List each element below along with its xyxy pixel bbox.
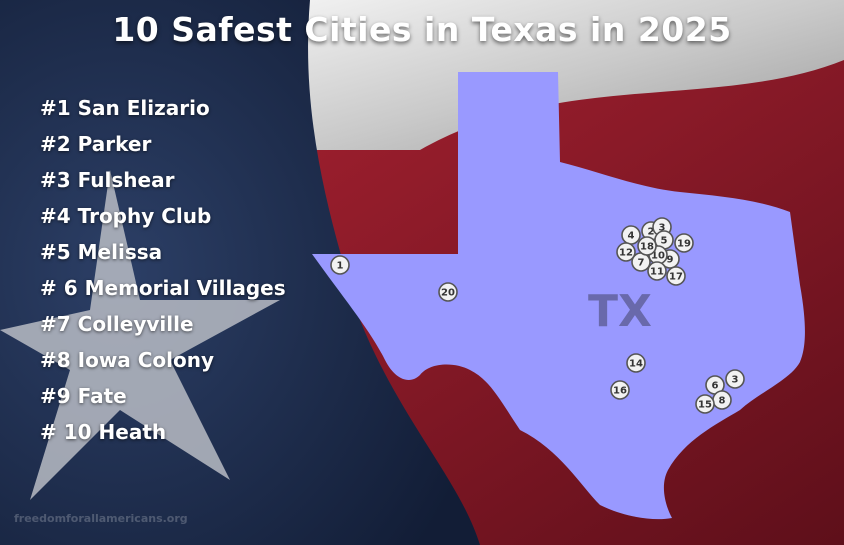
- marker-number: 5: [661, 236, 668, 247]
- ranking-item: #8 Iowa Colony: [40, 348, 215, 372]
- ranking-item: #2 Parker: [40, 132, 152, 156]
- marker-number: 2: [648, 227, 655, 238]
- city-marker: 1: [330, 255, 350, 275]
- marker-number: 4: [628, 231, 635, 242]
- marker-number: 15: [698, 400, 712, 411]
- city-marker: 4: [621, 225, 641, 245]
- city-marker: 15: [695, 394, 715, 414]
- city-marker: 3: [725, 369, 745, 389]
- marker-number: 14: [629, 359, 643, 370]
- ranking-item: #3 Fulshear: [40, 168, 175, 192]
- marker-number: 11: [650, 267, 664, 278]
- city-marker: 16: [610, 380, 630, 400]
- marker-number: 9: [667, 255, 674, 266]
- marker-number: 20: [441, 288, 455, 299]
- marker-circle: [637, 236, 657, 256]
- flag-star: [0, 170, 280, 500]
- marker-circle: [610, 380, 630, 400]
- ranking-item: #4 Trophy Club: [40, 204, 212, 228]
- page-title: 10 Safest Cities in Texas in 2025: [112, 10, 732, 49]
- marker-number: 16: [613, 386, 627, 397]
- marker-number: 8: [719, 396, 726, 407]
- marker-number: 19: [677, 239, 691, 250]
- city-marker: 14: [626, 353, 646, 373]
- texas-state-shape: [312, 72, 805, 520]
- marker-circle: [695, 394, 715, 414]
- marker-number: 18: [640, 242, 654, 253]
- city-marker: 20: [438, 282, 458, 302]
- marker-number: 3: [659, 223, 666, 234]
- marker-circle: [438, 282, 458, 302]
- city-marker: 17: [666, 266, 686, 286]
- marker-number: 6: [712, 381, 719, 392]
- marker-circle: [330, 255, 350, 275]
- city-marker: 18: [637, 236, 657, 256]
- marker-number: 7: [638, 258, 645, 269]
- city-marker: 8: [712, 390, 732, 410]
- marker-circle: [666, 266, 686, 286]
- marker-circle: [616, 242, 636, 262]
- safest-cities-list: #1 San Elizario #2 Parker #3 Fulshear #4 Tr…: [40, 92, 286, 452]
- marker-number: 10: [651, 251, 665, 262]
- ranking-item: # 10 Heath: [40, 420, 167, 444]
- marker-number: 17: [669, 272, 683, 283]
- marker-circle: [647, 261, 667, 281]
- ranking-item: #5 Melissa: [40, 240, 163, 264]
- city-marker: 19: [674, 233, 694, 253]
- ranking-item: # 6 Memorial Villages: [40, 276, 286, 300]
- ranking-item: #9 Fate: [40, 384, 127, 408]
- ranking-item: #1 San Elizario: [40, 96, 210, 120]
- marker-number: 12: [619, 248, 633, 259]
- marker-number: 3: [732, 375, 739, 386]
- city-marker: 11: [647, 261, 667, 281]
- source-watermark: freedomforallamericans.org: [14, 512, 188, 525]
- ranking-item: #7 Colleyville: [40, 312, 194, 336]
- city-marker: 12: [616, 242, 636, 262]
- marker-number: 1: [337, 261, 344, 272]
- marker-circle: [626, 353, 646, 373]
- marker-circle: [674, 233, 694, 253]
- marker-circle: [725, 369, 745, 389]
- state-code-label: TX: [588, 286, 652, 337]
